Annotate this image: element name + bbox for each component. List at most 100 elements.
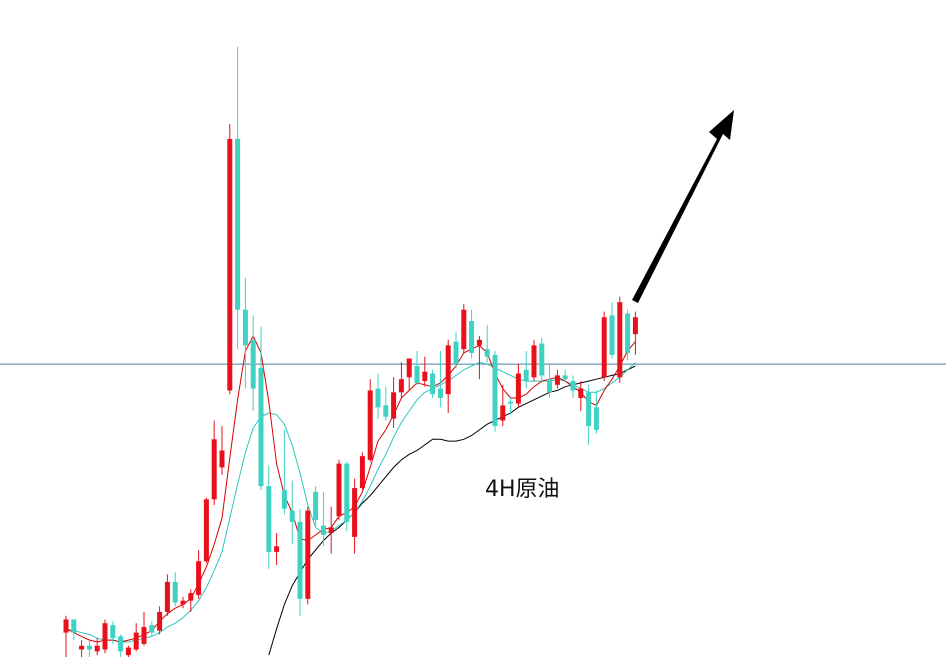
candle-body-up xyxy=(515,373,521,404)
candle-body-up xyxy=(554,375,560,385)
candle xyxy=(125,645,131,657)
candle-body-down xyxy=(414,366,420,383)
candle-body-up xyxy=(328,527,334,534)
candle xyxy=(617,296,623,383)
candle-body-down xyxy=(313,491,319,520)
candle xyxy=(562,369,568,383)
candle xyxy=(266,465,272,569)
candle xyxy=(219,426,225,475)
candle xyxy=(500,384,506,427)
chart-title: 4H原油 xyxy=(485,477,560,502)
candle-body-up xyxy=(305,510,311,599)
candle xyxy=(313,486,319,526)
candle-body-up xyxy=(601,317,607,378)
candle-body-up xyxy=(367,390,373,460)
candle-body-down xyxy=(430,373,436,395)
candle xyxy=(570,375,576,398)
candle-body-down xyxy=(469,320,475,353)
candle xyxy=(235,46,241,350)
candle xyxy=(196,550,202,599)
candle-body-up xyxy=(180,600,186,605)
candle-body-up xyxy=(461,309,467,350)
candle-body-down xyxy=(86,645,92,650)
candle xyxy=(508,397,514,415)
candle xyxy=(258,326,264,490)
candle-body-down xyxy=(149,625,155,633)
candle xyxy=(476,336,482,380)
candle xyxy=(320,491,326,547)
candle xyxy=(531,339,537,382)
candle-body-up xyxy=(476,339,482,346)
candle xyxy=(79,640,85,657)
candle xyxy=(110,621,116,644)
candle-body-up xyxy=(63,619,69,633)
candle xyxy=(164,574,170,616)
candle xyxy=(539,337,545,383)
candle-body-down xyxy=(71,619,77,633)
candle-body-up xyxy=(125,647,131,656)
candle xyxy=(289,480,295,545)
candle xyxy=(102,619,108,654)
candle-body-down xyxy=(523,369,529,382)
candle xyxy=(422,356,428,387)
candle-body-down xyxy=(593,407,599,430)
candle-body-up xyxy=(79,645,85,650)
candle-body-down xyxy=(344,463,350,522)
candle xyxy=(398,362,404,398)
candle-body-up xyxy=(188,593,194,601)
candle-body-up xyxy=(141,626,147,644)
trend-arrow-icon xyxy=(632,110,734,303)
candle-body-down xyxy=(110,625,116,639)
candle-body-down xyxy=(547,379,553,393)
candle xyxy=(515,364,521,408)
candle-body-down xyxy=(266,486,272,552)
candle xyxy=(367,379,373,462)
candle-body-up xyxy=(352,488,358,537)
candle-body-up xyxy=(133,632,139,650)
candle-body-up xyxy=(94,645,100,652)
candle xyxy=(203,497,209,564)
candle-body-up xyxy=(102,623,108,650)
candle xyxy=(71,619,77,641)
candle-body-up xyxy=(531,345,537,378)
candle xyxy=(352,478,358,554)
candle-body-up xyxy=(196,561,202,596)
candle-body-down xyxy=(437,388,443,398)
candle-body-down xyxy=(375,388,381,408)
candle-body-up xyxy=(157,611,163,631)
candle xyxy=(118,634,124,657)
candle xyxy=(359,452,365,490)
candle xyxy=(554,369,560,389)
candle-body-down xyxy=(484,349,490,357)
candle xyxy=(180,596,186,609)
candle-body-up xyxy=(632,317,638,335)
candle xyxy=(406,358,412,391)
candle-body-down xyxy=(539,343,545,376)
candle xyxy=(172,572,178,607)
candle xyxy=(601,311,607,382)
candle-body-up xyxy=(617,302,623,378)
candle-body-down xyxy=(250,339,256,389)
candle xyxy=(242,277,248,389)
candle-body-down xyxy=(320,525,326,535)
candle xyxy=(149,621,155,637)
candle xyxy=(336,459,342,520)
candle-body-down xyxy=(453,341,459,365)
candle-body-up xyxy=(211,439,217,500)
candle xyxy=(547,364,553,398)
candle xyxy=(188,589,194,612)
candle xyxy=(609,302,615,359)
candle xyxy=(437,351,443,408)
candle-body-down xyxy=(118,636,124,652)
candle-body-up xyxy=(227,138,233,391)
candle xyxy=(383,386,389,421)
candle xyxy=(593,390,599,434)
candle-body-up xyxy=(445,345,451,395)
candle xyxy=(86,640,92,657)
candles xyxy=(63,46,638,657)
candle-body-down xyxy=(562,375,568,380)
candle xyxy=(94,638,100,656)
candle-body-up xyxy=(203,499,209,562)
candle-body-up xyxy=(578,388,584,398)
